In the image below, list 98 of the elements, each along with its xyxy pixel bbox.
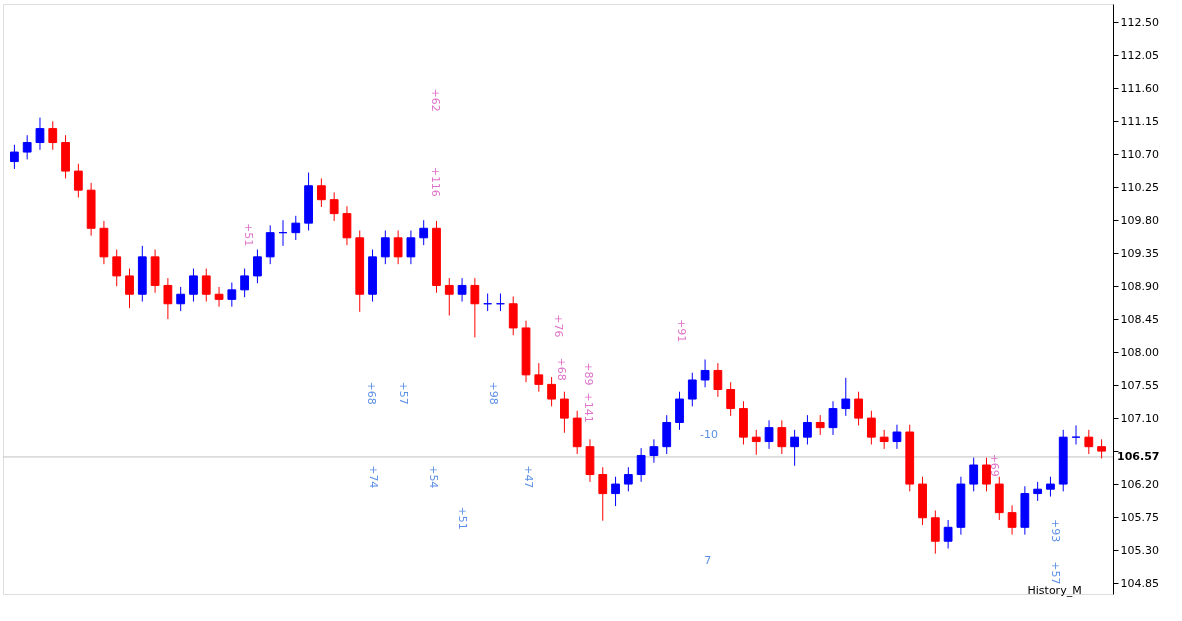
candlestick [815, 414, 825, 436]
candlestick [48, 120, 58, 151]
annotation: -10 [700, 428, 718, 442]
annotation: +91 [674, 319, 688, 343]
annotation: +51 [242, 223, 256, 247]
candlestick [1084, 429, 1094, 455]
candlestick [675, 391, 684, 431]
candlestick [943, 519, 953, 550]
annotation: +51 [456, 506, 470, 530]
candlestick [854, 391, 863, 426]
candlestick [777, 419, 787, 455]
y-tick-label: 104.85 [1120, 576, 1159, 590]
candlestick [291, 215, 301, 241]
candlestick [649, 438, 659, 464]
annotation: +68 [364, 381, 378, 405]
candlestick [534, 362, 544, 393]
annotation: +47 [522, 465, 536, 489]
y-tick-label: 111.15 [1120, 114, 1159, 128]
candlestick [22, 134, 32, 160]
candlestick [444, 277, 454, 316]
annotation: +93 [1048, 518, 1062, 543]
candlestick [713, 362, 723, 398]
y-tick-label: 109.80 [1120, 213, 1159, 227]
candlestick [930, 509, 940, 555]
annotation: +57 [1048, 561, 1062, 585]
ref-line-label: 106.57 [1117, 449, 1160, 463]
candlestick [163, 277, 173, 320]
candlestick [393, 229, 403, 265]
annotation: +89 [581, 362, 595, 386]
candlestick [866, 410, 876, 445]
annotation: +141 [581, 392, 595, 423]
y-tick-label: 107.10 [1120, 411, 1159, 425]
y-tick-label: 106.20 [1120, 477, 1159, 491]
candlestick [726, 381, 736, 417]
y-tick-label: 110.25 [1120, 180, 1159, 194]
candlestick [1033, 481, 1043, 502]
candlestick [112, 249, 122, 287]
candlestick [751, 429, 761, 456]
candlestick [547, 376, 556, 407]
candlestick [803, 414, 812, 445]
y-tick-label: 109.35 [1120, 246, 1159, 260]
candlestick [35, 117, 45, 151]
candlestick [879, 429, 889, 450]
annotation: +116 [429, 166, 443, 197]
annotation: +74 [367, 465, 381, 489]
candlestick [598, 466, 608, 522]
candlestick [406, 229, 416, 265]
annotation: History_M [1027, 584, 1082, 598]
y-tick-label: 105.75 [1120, 510, 1159, 524]
candlestick [419, 219, 429, 246]
y-tick-label: 112.50 [1120, 15, 1159, 29]
y-tick-label: 108.45 [1120, 312, 1159, 326]
y-tick-label: 111.60 [1120, 81, 1159, 95]
candlestick [457, 277, 467, 303]
candlestick [214, 286, 224, 308]
candlestick [189, 268, 198, 303]
annotation: +54 [426, 465, 440, 489]
annotation: +76 [552, 314, 565, 338]
candlestick [560, 391, 569, 434]
candlestick [1097, 438, 1106, 459]
candlestick [969, 457, 979, 492]
candlestick [790, 429, 800, 467]
y-tick-label: 112.05 [1120, 48, 1159, 62]
candlestick [636, 447, 646, 483]
y-tick-label: 110.70 [1120, 147, 1159, 161]
y-tick-label: 108.00 [1120, 345, 1159, 359]
annotation: +98 [487, 381, 501, 405]
candlestick [841, 377, 851, 417]
candlestick [687, 372, 697, 407]
candlestick [176, 286, 186, 312]
candlestick [828, 400, 838, 436]
candlestick [329, 191, 339, 222]
candlestick [1007, 504, 1017, 536]
candlestick [470, 277, 480, 338]
candlestick [623, 466, 633, 492]
candlestick [700, 358, 710, 388]
candlestick [201, 268, 211, 303]
candlestick [73, 163, 83, 198]
y-tick-label: 108.90 [1120, 279, 1159, 293]
candlestick [611, 476, 620, 507]
candlestick [316, 177, 326, 208]
annotation: +68 [554, 357, 568, 381]
candlestick [253, 249, 262, 284]
annotation: +69 [988, 453, 1002, 477]
candlestick [764, 419, 774, 450]
annotation: +57 [397, 381, 411, 405]
candlestick [892, 424, 902, 450]
candlestick [125, 268, 134, 309]
candlestick [10, 144, 19, 170]
annotation: +62 [429, 88, 443, 112]
y-tick-label: 105.30 [1120, 543, 1159, 557]
candlestick [227, 282, 237, 308]
candlestick [240, 268, 250, 298]
annotation: 7 [704, 554, 712, 568]
y-tick-label: 107.55 [1120, 378, 1159, 392]
candlestick [982, 457, 991, 492]
candlestick [1046, 476, 1055, 498]
candlestick [380, 229, 390, 265]
